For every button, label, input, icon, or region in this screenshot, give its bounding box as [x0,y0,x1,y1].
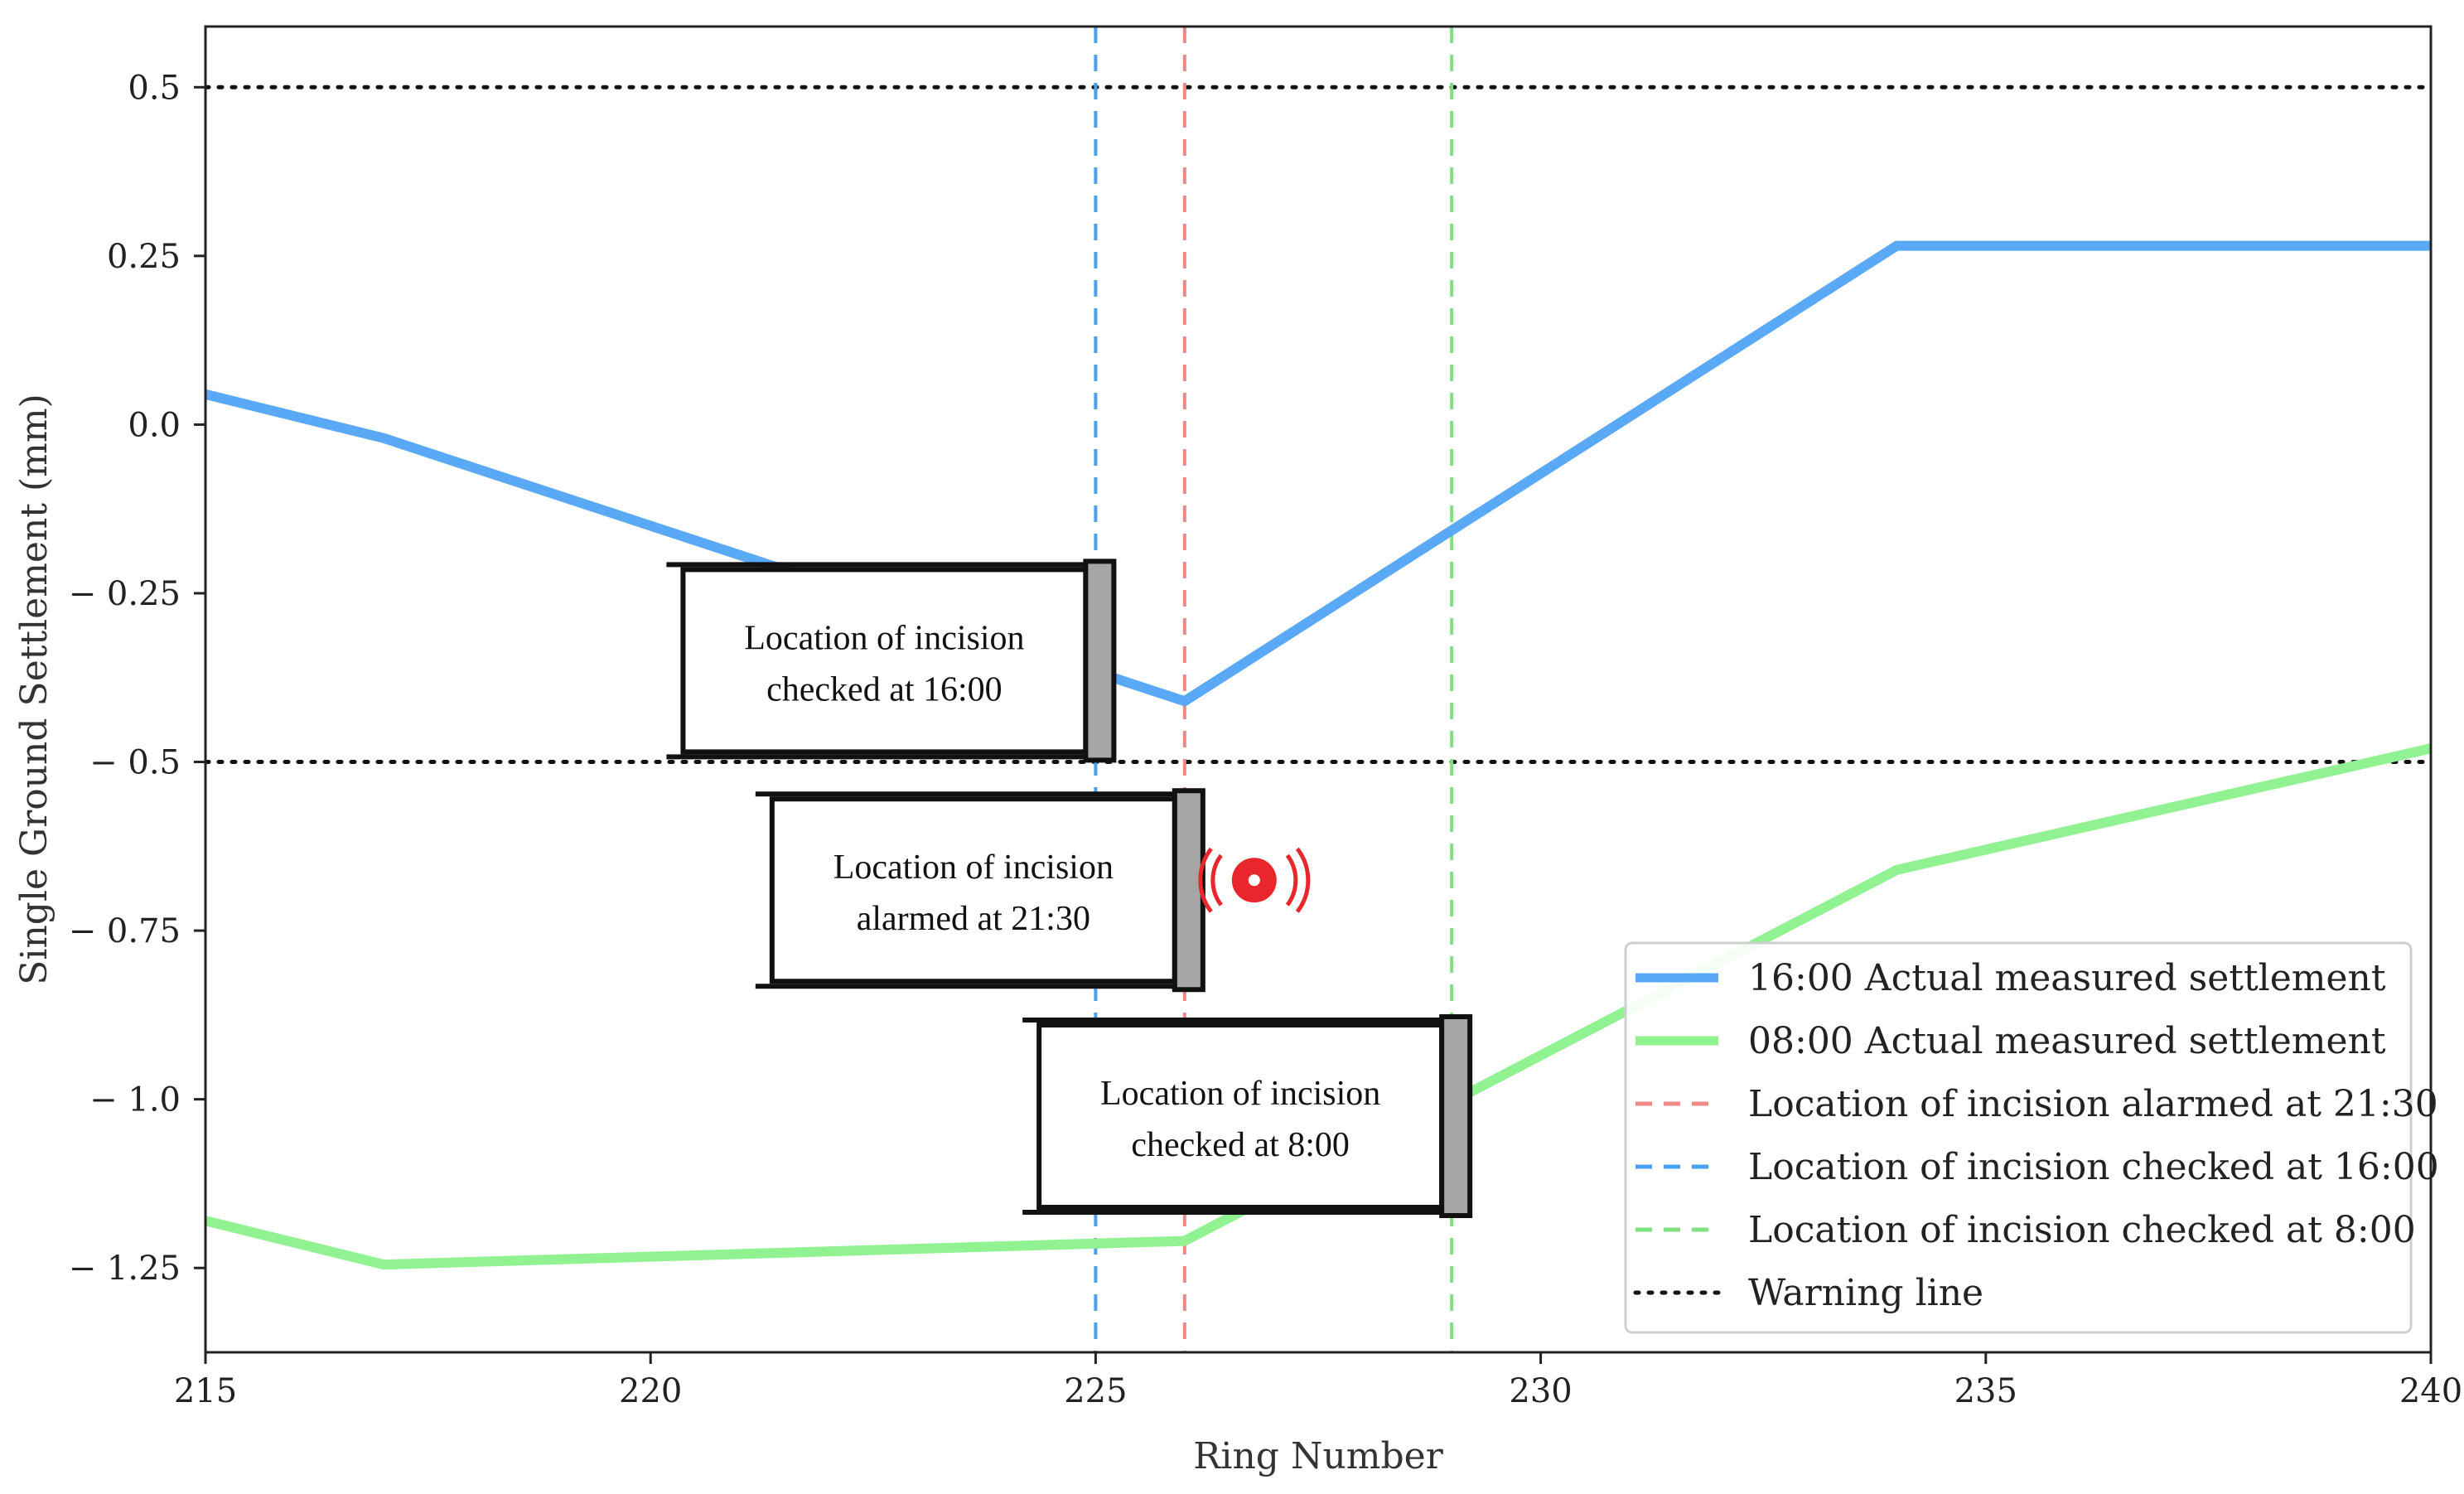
legend-label: Warning line [1748,1272,1983,1314]
legend: 16:00 Actual measured settlement 08:00 Ac… [1624,941,2439,1334]
alarm-wave-left-1 [1210,853,1223,907]
callout-line-1: Location of incision [833,849,1114,887]
x-tick-label: 240 [2399,1372,2462,1410]
alarm-wave-left-2 [1198,847,1213,913]
y-tick-label: − 0.75 [69,912,181,950]
alarm-icon [1198,847,1311,913]
x-tick-label: 230 [1509,1372,1572,1410]
series-line-0 [205,240,2431,707]
incision-callout-1: Location of incision alarmed at 21:30 [755,788,1205,993]
incision-callout-0: Location of incision checked at 16:00 [666,558,1117,763]
callout-line-2: checked at 16:00 [766,670,1003,708]
x-tick-label: 220 [619,1372,682,1410]
alarm-wave-right-2 [1295,847,1311,913]
incision-callout-2: Location of incision checked at 8:00 [1022,1014,1473,1219]
y-tick-label: 0.5 [128,69,181,107]
axes-layer: 215 220 225 230 235 240 0.5 0.25 0.0 − 0.25 − 0.5 −… [13,25,2462,1477]
callout-box [1036,1023,1445,1211]
callout-box [680,567,1089,755]
y-tick-label: 0.25 [107,238,181,276]
legend-label: Location of incision checked at 8:00 [1748,1209,2416,1251]
callout-line-2: checked at 8:00 [1131,1126,1350,1164]
callout-line-1: Location of incision [1100,1075,1380,1113]
y-axis-label: Single Ground Settlement (mm) [13,394,56,985]
callout-box [769,796,1177,984]
callout-cutter-head [1083,558,1117,763]
y-tick-label: − 1.0 [89,1081,181,1119]
x-tick-label: 225 [1064,1372,1127,1410]
x-axis-label: Ring Number [1193,1435,1443,1477]
x-tick-label: 235 [1954,1372,2017,1410]
legend-label: Location of incision checked at 16:00 [1748,1146,2439,1188]
y-tick-label: 0.0 [128,406,181,444]
legend-label: Location of incision alarmed at 21:30 [1748,1083,2438,1125]
callout-cutter-head [1172,788,1205,993]
plot-frame [204,25,2433,1354]
y-tick-label: − 0.25 [69,575,181,613]
legend-label: 16:00 Actual measured settlement [1748,957,2386,999]
y-tick-label: − 1.25 [69,1250,181,1288]
y-tick-label: − 0.5 [89,744,181,782]
alarm-center [1248,874,1260,887]
callout-line-1: Location of incision [744,619,1024,657]
legend-box [1624,941,2413,1334]
legend-label: 08:00 Actual measured settlement [1748,1020,2386,1062]
callout-cutter-head [1439,1014,1473,1219]
alarm-wave-right-1 [1285,853,1298,907]
callout-line-2: alarmed at 21:30 [857,900,1090,938]
x-tick-label: 215 [174,1372,237,1410]
